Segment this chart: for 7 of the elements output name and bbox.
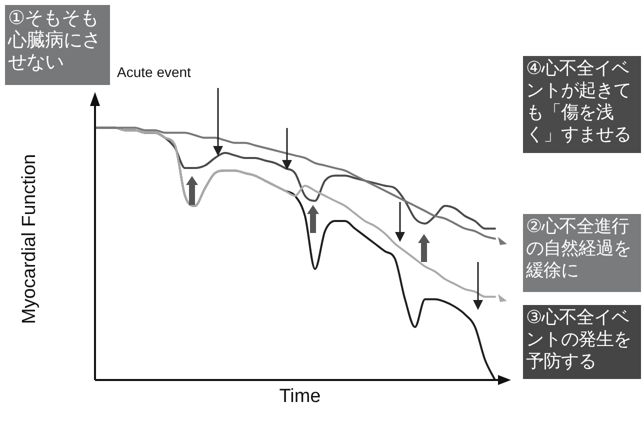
text: Acute event [117,64,191,80]
y-axis-title: Myocardial Function [19,152,41,326]
text: ④心不全イベントが起きても「傷を浅く」すませる [523,56,641,153]
text: ③心不全イベントの発生を予防する [523,305,641,379]
x-axis-title: Time [278,386,322,408]
text: ①そもそも心臓病にさせない [5,5,110,85]
text: ②心不全進行の自然経過を緩徐に [523,214,641,292]
